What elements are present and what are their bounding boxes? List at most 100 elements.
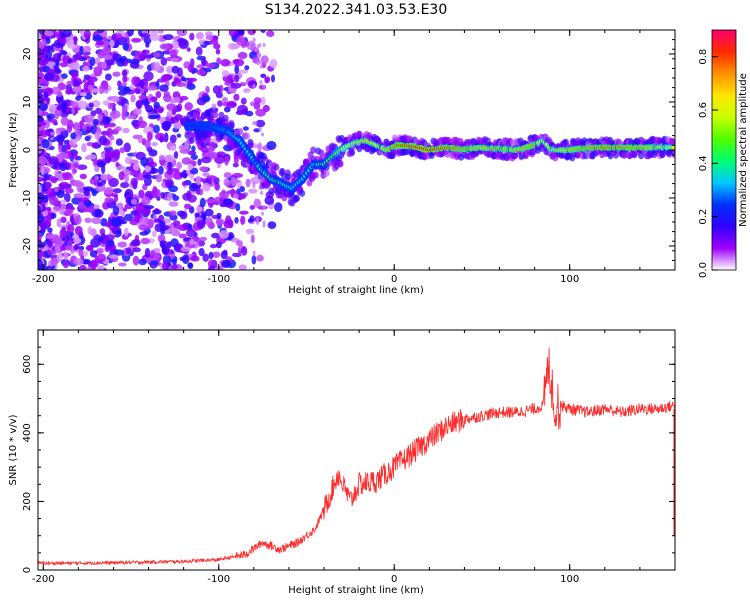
noise-cell xyxy=(249,205,255,210)
noise-cell xyxy=(170,57,179,62)
noise-cell xyxy=(113,249,125,256)
noise-cell xyxy=(216,57,222,65)
noise-cell xyxy=(122,43,130,51)
noise-cell xyxy=(146,85,158,91)
noise-cell xyxy=(71,72,79,78)
noise-cell xyxy=(179,211,188,220)
noise-cell xyxy=(209,244,218,249)
noise-cell xyxy=(252,83,256,88)
noise-cell xyxy=(267,221,277,230)
noise-cell xyxy=(123,142,131,153)
noise-cell xyxy=(112,226,119,231)
noise-cell xyxy=(83,114,95,123)
noise-cell xyxy=(111,193,118,198)
ridge-halo-cell xyxy=(649,136,656,144)
noise-cell xyxy=(247,30,256,36)
noise-cell xyxy=(50,131,56,136)
noise-cell xyxy=(38,138,42,145)
ridge-halo-cell xyxy=(247,141,254,149)
noise-cell xyxy=(184,102,193,111)
noise-cell xyxy=(91,142,98,149)
noise-cell xyxy=(127,30,134,37)
noise-cell xyxy=(172,258,177,266)
y-tick-label: 20 xyxy=(22,48,33,61)
noise-cell xyxy=(111,149,121,158)
noise-cell xyxy=(124,213,134,222)
ridge-halo-cell xyxy=(504,154,511,162)
noise-cell xyxy=(84,217,92,224)
noise-cell xyxy=(38,184,42,194)
noise-cell xyxy=(235,203,241,212)
noise-cell xyxy=(89,178,97,185)
noise-cell xyxy=(94,164,100,173)
noise-cell xyxy=(137,134,143,144)
noise-cell xyxy=(54,108,62,117)
noise-cell xyxy=(118,262,127,267)
noise-cell xyxy=(64,146,72,150)
y-tick-label: 600 xyxy=(22,355,33,374)
noise-cell xyxy=(142,174,153,179)
snr-plot-area xyxy=(38,347,675,567)
noise-cell xyxy=(149,34,161,41)
ridge-halo-cell xyxy=(260,152,267,160)
noise-cell xyxy=(135,203,146,214)
noise-cell xyxy=(250,234,255,244)
noise-cell xyxy=(237,30,245,36)
noise-cell xyxy=(109,39,115,48)
noise-cell xyxy=(123,227,129,237)
noise-cell xyxy=(96,182,104,187)
noise-cell xyxy=(245,228,255,234)
noise-cell xyxy=(56,106,64,111)
noise-cell xyxy=(78,201,85,210)
x-tick-label: -100 xyxy=(207,274,230,285)
noise-cell xyxy=(140,94,146,100)
noise-cell xyxy=(105,243,111,251)
noise-cell xyxy=(138,189,145,199)
ridge-halo-cell xyxy=(621,151,628,159)
noise-cell xyxy=(115,126,122,132)
colorbar-gradient xyxy=(711,29,737,271)
noise-cell xyxy=(60,116,69,126)
noise-cell xyxy=(146,131,153,142)
ridge-halo-cell xyxy=(659,150,666,158)
noise-cell xyxy=(140,237,150,245)
noise-cell xyxy=(96,30,104,34)
noise-cell xyxy=(152,230,157,238)
noise-cell xyxy=(78,197,89,202)
y-tick-label: 200 xyxy=(22,492,33,511)
noise-cell xyxy=(125,114,137,120)
noise-cell xyxy=(224,156,229,166)
noise-cell xyxy=(88,260,99,268)
noise-cell xyxy=(130,198,138,205)
noise-cell xyxy=(54,246,62,252)
noise-cell xyxy=(256,61,260,66)
noise-cell xyxy=(234,64,240,75)
noise-cell xyxy=(168,201,179,207)
noise-cell xyxy=(63,251,69,261)
noise-cell xyxy=(47,250,57,256)
noise-cell xyxy=(113,188,122,194)
noise-cell xyxy=(38,214,45,223)
ridge-halo-cell xyxy=(194,107,201,115)
noise-cell xyxy=(96,247,104,254)
noise-cell xyxy=(212,85,221,94)
noise-cell xyxy=(171,40,180,49)
noise-cell xyxy=(258,43,262,48)
noise-cell xyxy=(262,43,266,47)
noise-cell xyxy=(67,240,73,246)
noise-cell xyxy=(253,128,261,133)
noise-cell xyxy=(111,95,120,103)
snr-panel: -200 -100 0 100 0 200 400 600 Height of straig… xyxy=(8,329,676,596)
noise-cell xyxy=(233,93,240,101)
noise-cell xyxy=(125,247,132,255)
noise-cell xyxy=(234,74,240,83)
noise-cell xyxy=(100,61,107,70)
noise-cell xyxy=(115,138,123,146)
noise-cell xyxy=(95,107,102,115)
noise-cell xyxy=(132,162,140,171)
noise-cell xyxy=(139,53,145,61)
noise-cell xyxy=(117,209,124,215)
noise-cell xyxy=(178,233,187,239)
noise-cell xyxy=(160,74,172,82)
noise-cell xyxy=(213,177,220,185)
